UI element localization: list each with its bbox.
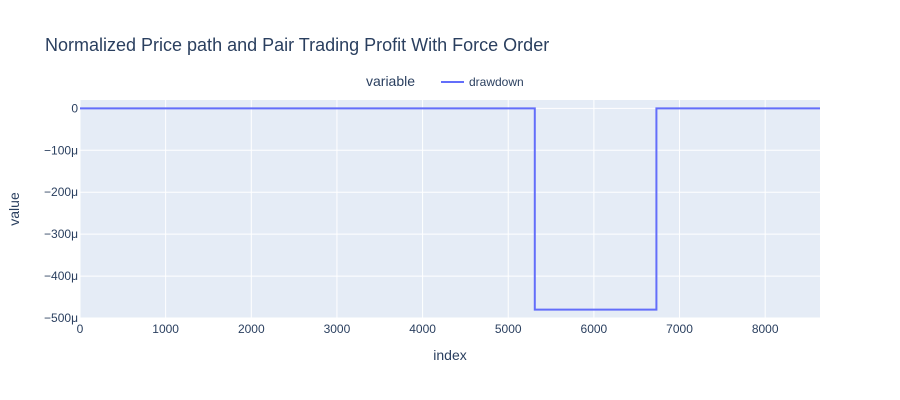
x-tick-label: 1000 bbox=[152, 322, 179, 336]
x-tick-label: 3000 bbox=[324, 322, 351, 336]
y-tick-label: −100μ bbox=[44, 143, 78, 157]
y-tick-label: −500μ bbox=[44, 311, 78, 325]
x-tick-label: 5000 bbox=[495, 322, 522, 336]
y-axis-title: value bbox=[6, 192, 22, 226]
y-tick-label: 0 bbox=[71, 101, 78, 115]
y-axis-ticks: 0 −100μ −200μ −300μ −400μ −500μ bbox=[44, 101, 78, 325]
x-tick-label: 6000 bbox=[581, 322, 608, 336]
chart-title: Normalized Price path and Pair Trading P… bbox=[45, 35, 549, 55]
x-tick-label: 8000 bbox=[752, 322, 779, 336]
legend-title: variable bbox=[366, 73, 415, 89]
series-line-drawdown[interactable] bbox=[80, 107, 820, 311]
legend[interactable]: variable drawdown bbox=[366, 73, 524, 89]
y-tick-label: −200μ bbox=[44, 185, 78, 199]
x-axis-ticks: 0 1000 2000 3000 4000 5000 6000 7000 8000 bbox=[77, 322, 779, 336]
x-axis-title: index bbox=[433, 347, 466, 363]
x-tick-label: 2000 bbox=[238, 322, 265, 336]
x-tick-label: 4000 bbox=[409, 322, 436, 336]
legend-label-drawdown: drawdown bbox=[469, 75, 524, 89]
x-tick-label: 7000 bbox=[666, 322, 693, 336]
y-tick-label: −300μ bbox=[44, 227, 78, 241]
plot-area[interactable] bbox=[80, 100, 820, 318]
y-tick-label: −400μ bbox=[44, 269, 78, 283]
x-tick-label: 0 bbox=[77, 322, 84, 336]
series-layer bbox=[80, 107, 820, 311]
